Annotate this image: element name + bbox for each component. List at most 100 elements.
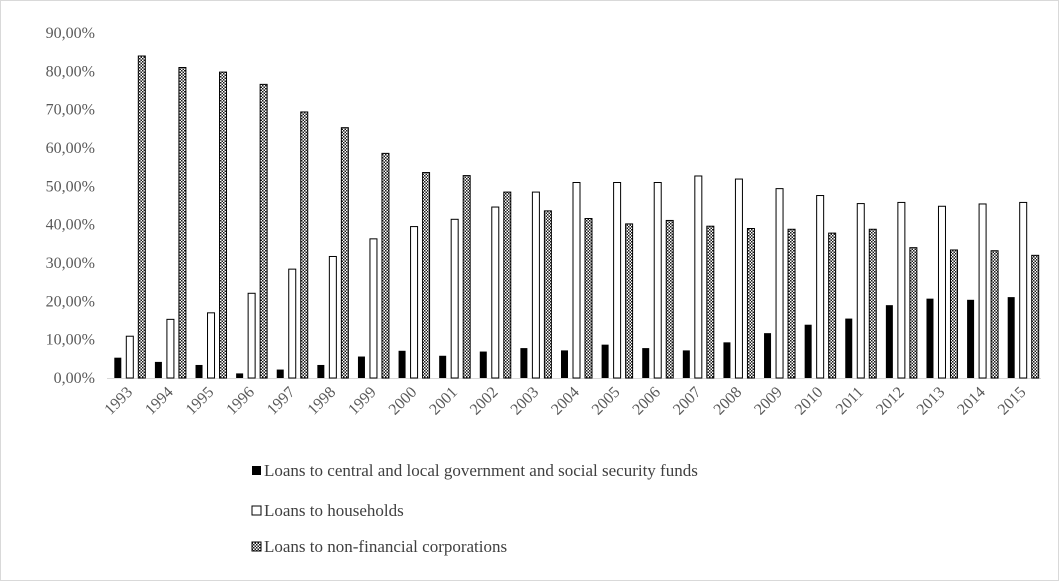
bar-corporations xyxy=(909,247,918,379)
bar-gov xyxy=(723,342,731,378)
legend-swatch xyxy=(252,466,261,475)
bar-households xyxy=(247,292,256,379)
bar-gov xyxy=(642,348,650,378)
x-tick-label: 2012 xyxy=(873,384,908,419)
bar-corporations xyxy=(787,228,796,379)
bar-gov xyxy=(479,351,487,378)
x-tick-label: 2001 xyxy=(426,384,461,419)
bar-households xyxy=(125,335,134,379)
bar-corporations xyxy=(178,67,187,379)
y-tick-label: 0,00% xyxy=(54,370,95,387)
bar-gov xyxy=(845,318,853,378)
bar-gov xyxy=(398,350,406,378)
bar-corporations xyxy=(665,219,674,379)
y-tick-label: 40,00% xyxy=(46,217,95,234)
legend-label: Loans to non-financial corporations xyxy=(264,537,507,556)
bar-corporations xyxy=(543,210,552,379)
bar-corporations xyxy=(1031,254,1040,379)
y-tick-label: 20,00% xyxy=(46,293,95,310)
bar-households xyxy=(410,226,419,379)
bar-corporations xyxy=(137,55,146,379)
y-tick-label: 30,00% xyxy=(46,255,95,272)
legend-swatch xyxy=(251,505,262,516)
x-tick-label: 2013 xyxy=(914,384,949,419)
bar-corporations xyxy=(219,71,228,379)
bar-gov xyxy=(967,299,975,378)
bar-gov xyxy=(601,344,609,378)
bar-households xyxy=(937,205,946,379)
y-tick-label: 90,00% xyxy=(46,25,95,42)
bar-gov xyxy=(317,364,325,378)
bar-households xyxy=(450,218,459,379)
bar-households xyxy=(978,203,987,379)
bar-households xyxy=(207,312,216,379)
bar-corporations xyxy=(990,250,999,379)
bar-gov xyxy=(195,364,203,378)
bar-households xyxy=(694,175,703,379)
bar-gov xyxy=(276,369,284,378)
x-tick-label: 2014 xyxy=(954,384,989,419)
x-axis: 1993 1994 1995 1996 1997 1998 1999 2000 2001 2002… xyxy=(101,384,1029,419)
bar-corporations xyxy=(706,225,715,379)
bar-corporations xyxy=(746,228,755,379)
bar-gov xyxy=(114,357,122,378)
x-tick-label: 2008 xyxy=(711,384,746,419)
legend: Loans to central and local government an… xyxy=(251,461,698,556)
y-tick-label: 50,00% xyxy=(46,178,95,195)
bar-households xyxy=(775,188,784,379)
bar-households xyxy=(856,203,865,379)
bar-households xyxy=(1019,201,1028,379)
bar-households xyxy=(816,195,825,379)
bar-gov xyxy=(885,305,893,378)
x-tick-label: 2003 xyxy=(508,384,543,419)
x-tick-label: 2015 xyxy=(995,384,1030,419)
x-tick-label: 2005 xyxy=(589,384,624,419)
bar-corporations xyxy=(584,218,593,379)
x-tick-label: 2004 xyxy=(548,384,583,419)
x-tick-label: 2002 xyxy=(467,384,502,419)
x-tick-label: 2009 xyxy=(751,384,786,419)
bar-gov xyxy=(357,356,365,378)
bar-gov xyxy=(764,333,772,378)
bar-corporations xyxy=(422,172,431,379)
bar-households xyxy=(613,182,622,379)
legend-swatch xyxy=(251,541,262,552)
bar-households xyxy=(369,238,378,379)
bar-gov xyxy=(439,355,447,378)
x-tick-label: 1994 xyxy=(142,384,177,419)
x-tick-label: 2000 xyxy=(386,384,421,419)
bar-gov xyxy=(561,350,568,378)
bar-households xyxy=(572,182,581,379)
bar-gov xyxy=(926,298,934,378)
bar-households xyxy=(328,255,337,379)
bar-households xyxy=(653,182,662,379)
bar-corporations xyxy=(625,223,634,379)
bar-corporations xyxy=(462,175,471,379)
legend-label: Loans to households xyxy=(264,501,404,520)
x-tick-label: 2006 xyxy=(629,384,664,419)
bar-households xyxy=(897,201,906,379)
bar-corporations xyxy=(259,83,268,379)
bar-gov xyxy=(520,348,528,378)
bar-corporations xyxy=(828,232,837,379)
bar-households xyxy=(288,268,297,379)
bar-gov xyxy=(682,350,690,378)
bar-households xyxy=(491,206,500,379)
bar-gov xyxy=(804,324,812,378)
x-tick-label: 1996 xyxy=(223,384,258,419)
bar-corporations xyxy=(340,127,349,379)
x-tick-label: 1997 xyxy=(264,384,299,419)
bar-corporations xyxy=(381,152,390,379)
bars xyxy=(114,55,1040,379)
bar-households xyxy=(734,178,743,379)
x-tick-label: 1993 xyxy=(101,384,136,419)
y-tick-label: 10,00% xyxy=(46,332,95,349)
x-tick-label: 1999 xyxy=(345,384,380,419)
x-tick-label: 2011 xyxy=(833,384,867,418)
bar-households xyxy=(531,191,540,379)
bar-corporations xyxy=(300,111,309,379)
bar-gov xyxy=(1007,297,1015,378)
y-tick-label: 60,00% xyxy=(46,140,95,157)
